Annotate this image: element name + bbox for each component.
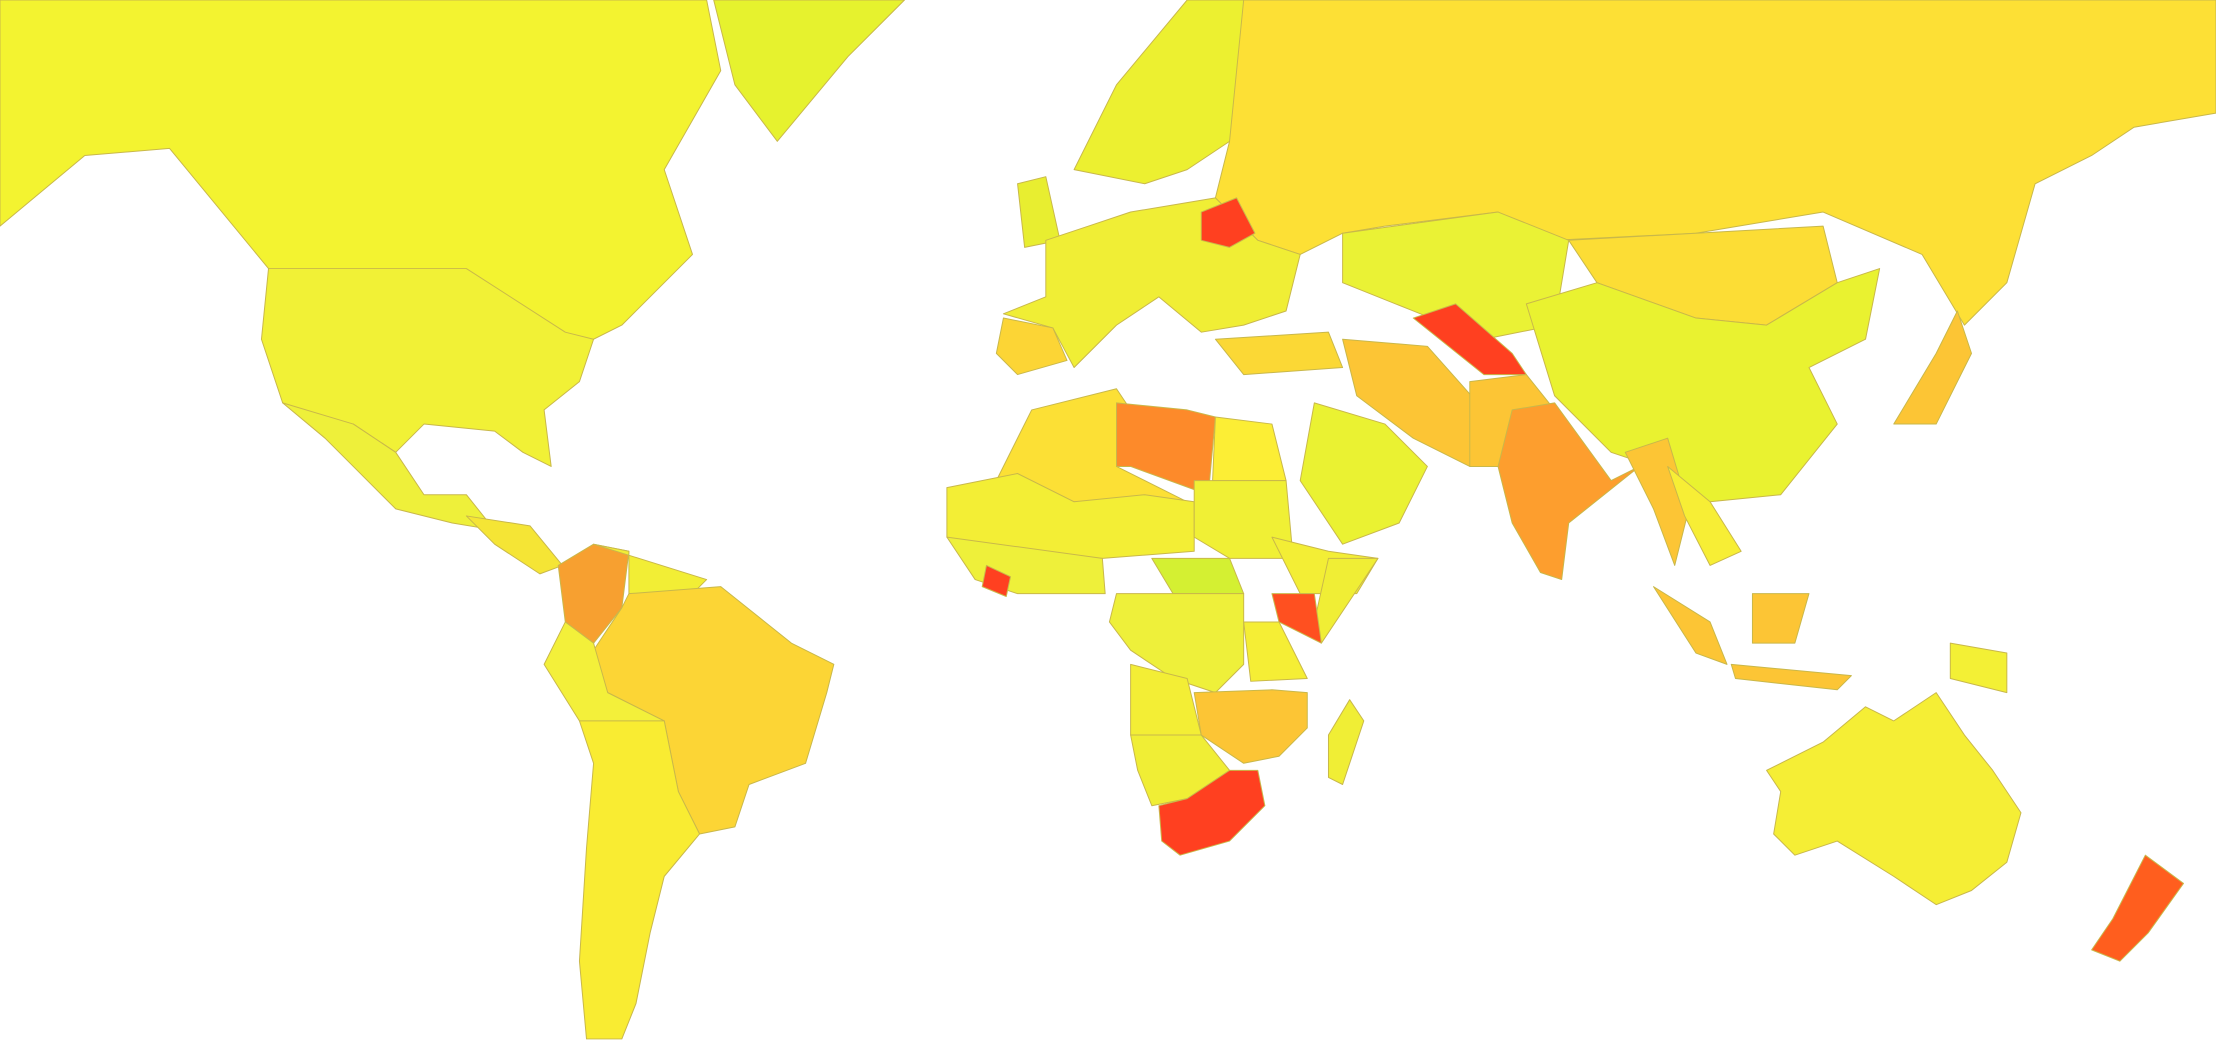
region-egypt [1212, 416, 1287, 482]
region-greenland [713, 0, 905, 142]
region-china [1525, 268, 1881, 503]
region-myanmar-thailand [1624, 437, 1690, 566]
region-uzbekistan [1412, 303, 1527, 376]
region-southern-cone [578, 720, 701, 1040]
region-sudan [1193, 480, 1294, 559]
region-sumatra-java [1653, 586, 1728, 665]
region-new-zealand [2091, 854, 2184, 962]
region-kazakhstan [1342, 211, 1570, 340]
region-madagascar [1327, 699, 1365, 785]
region-kenya [1271, 593, 1322, 644]
region-central-african-republic [1151, 557, 1245, 595]
region-sierra-leone [981, 564, 1011, 597]
region-saudi-arabia [1299, 402, 1428, 545]
region-indochina [1667, 465, 1742, 566]
region-lesser-sunda [1730, 663, 1852, 691]
region-australia [1766, 692, 2022, 906]
region-japan [1893, 310, 1972, 425]
region-dr-congo [1108, 593, 1245, 694]
region-belarus [1200, 197, 1256, 248]
region-borneo [1751, 593, 1810, 644]
region-central-america [465, 515, 563, 575]
region-tanzania [1243, 621, 1308, 682]
region-turkey [1214, 331, 1344, 376]
region-india [1497, 402, 1640, 581]
region-new-guinea [1949, 642, 2008, 694]
region-spain [995, 317, 1068, 376]
region-south-africa [1158, 769, 1266, 856]
region-uk [1017, 176, 1061, 248]
region-scandinavia [1073, 0, 1245, 185]
region-zambia-mozambique [1193, 689, 1308, 764]
